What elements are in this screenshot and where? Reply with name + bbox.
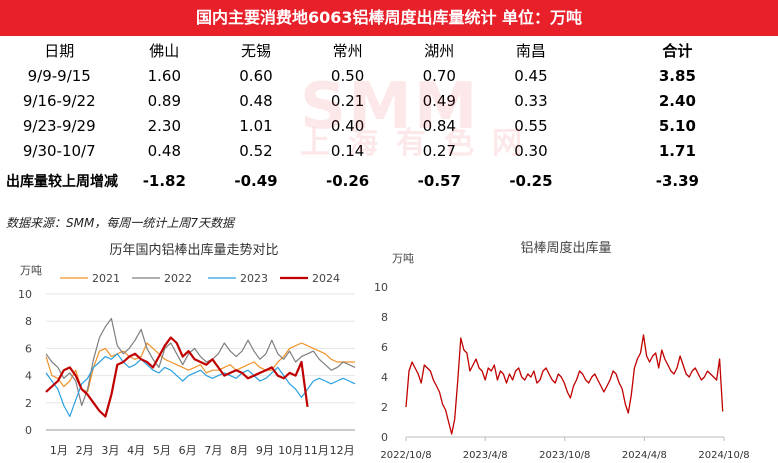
- x-tick-label: 9月: [256, 444, 274, 457]
- y-unit-label: 万吨: [20, 264, 42, 277]
- x-tick-label: 7月: [204, 444, 222, 457]
- y-tick-label: 2: [381, 401, 388, 414]
- y-tick-label: 6: [381, 341, 388, 354]
- header-date: 日期: [44, 41, 75, 60]
- data-source-note: 数据来源：SMM，每周一统计上周7天数据: [6, 216, 234, 230]
- x-tick-label: 3月: [101, 444, 119, 457]
- cell-value: 0.33: [514, 91, 548, 110]
- legend-label-2022: 2022: [164, 272, 192, 285]
- header-wuxi: 无锡: [240, 41, 271, 60]
- cell-value: 0.60: [239, 66, 273, 85]
- table-row: 9/16-9/22 0.89 0.48 0.21 0.49 0.33 2.40: [0, 88, 778, 113]
- x-tick-label: 2023/10/8: [539, 450, 590, 461]
- y-tick-label: 8: [381, 311, 388, 324]
- table-title-banner: 国内主要消费地6063铝棒周度出库量统计 单位：万吨: [0, 0, 778, 36]
- cell-value: 0.45: [514, 66, 548, 85]
- cell-value: 0.21: [330, 91, 365, 110]
- x-tick-label: 8月: [230, 444, 248, 457]
- x-tick-label: 10月: [278, 444, 303, 457]
- table-diff-row: 出库量较上周增减 -1.82 -0.49 -0.26 -0.57 -0.25 -…: [0, 163, 778, 199]
- chart-title: 铝棒周度出库量: [520, 240, 611, 256]
- diff-label: 出库量较上周增减: [6, 174, 118, 190]
- series-line-2021: [45, 342, 355, 393]
- diff-value: -1.82: [142, 172, 186, 190]
- header-nanchang: 南昌: [515, 41, 546, 60]
- cell-total: 5.10: [658, 116, 696, 135]
- cell-total: 1.71: [658, 141, 696, 160]
- cell-date: 9/16-9/22: [22, 91, 96, 110]
- y-tick-label: 8: [25, 315, 32, 328]
- cell-value: 0.52: [239, 141, 273, 160]
- cell-value: 0.89: [147, 91, 182, 110]
- x-tick-label: 4月: [127, 444, 145, 457]
- legend-label-2024: 2024: [312, 272, 340, 285]
- x-tick-label: 1月: [50, 444, 68, 457]
- y-tick-label: 4: [381, 371, 388, 384]
- cell-value: 0.70: [422, 66, 456, 85]
- series-line-2024: [45, 336, 309, 418]
- series-line-2023: [45, 353, 356, 417]
- cell-value: 1.01: [239, 116, 273, 135]
- diff-total: -3.39: [655, 172, 699, 190]
- y-tick-label: 4: [25, 370, 32, 383]
- diff-value: -0.26: [326, 172, 370, 190]
- y-tick-label: 6: [25, 342, 32, 355]
- outbound-table: 日期 佛山 无锡 常州 湖州 南昌 合计 9/9-9/15 1.60 0.60 …: [0, 37, 778, 199]
- cell-value: 2.30: [147, 116, 182, 135]
- y-tick-label: 10: [18, 288, 32, 301]
- cell-value: 0.49: [422, 91, 456, 110]
- table-header-row: 日期 佛山 无锡 常州 湖州 南昌 合计: [0, 37, 778, 63]
- y-tick-label: 2: [25, 397, 32, 410]
- y-tick-label: 10: [374, 281, 388, 294]
- header-huzhou: 湖州: [424, 41, 455, 60]
- table-row: 9/23-9/29 2.30 1.01 0.40 0.84 0.55 5.10: [0, 113, 778, 138]
- cell-value: 0.30: [514, 141, 548, 160]
- x-tick-label: 2023/4/8: [463, 450, 508, 461]
- cell-value: 0.40: [330, 116, 365, 135]
- cell-value: 0.14: [330, 141, 365, 160]
- cell-date: 9/9-9/15: [27, 66, 91, 85]
- x-tick-label: 2月: [76, 444, 94, 457]
- x-tick-label: 2022/10/8: [380, 450, 431, 461]
- cell-value: 1.60: [147, 66, 182, 85]
- legend-label-2021: 2021: [92, 272, 120, 285]
- cell-date: 9/30-10/7: [22, 141, 96, 160]
- x-tick-label: 2024/10/8: [698, 450, 749, 461]
- cell-date: 9/23-9/29: [22, 116, 96, 135]
- header-total: 合计: [662, 41, 693, 60]
- diff-value: -0.49: [234, 172, 278, 190]
- cell-total: 2.40: [658, 91, 696, 110]
- cell-total: 3.85: [658, 66, 696, 85]
- cell-value: 0.84: [422, 116, 456, 135]
- cell-value: 0.55: [514, 116, 548, 135]
- x-tick-label: 2024/4/8: [622, 450, 667, 461]
- x-tick-label: 5月: [153, 444, 171, 457]
- y-tick-label: 0: [381, 431, 388, 444]
- series-line-weekly: [405, 334, 724, 435]
- table-row: 9/30-10/7 0.48 0.52 0.14 0.27 0.30 1.71: [0, 138, 778, 163]
- cell-value: 0.48: [147, 141, 182, 160]
- chart-title: 历年国内铝棒出库量走势对比: [109, 242, 278, 258]
- header-foshan: 佛山: [149, 41, 180, 60]
- diff-value: -0.57: [417, 172, 461, 190]
- x-tick-label: 6月: [179, 444, 197, 457]
- x-tick-label: 12月: [330, 444, 355, 457]
- cell-value: 0.27: [422, 141, 456, 160]
- x-tick-label: 11月: [304, 444, 329, 457]
- y-unit-label: 万吨: [392, 252, 414, 265]
- table-row: 9/9-9/15 1.60 0.60 0.50 0.70 0.45 3.85: [0, 63, 778, 88]
- y-tick-label: 0: [25, 424, 32, 437]
- diff-value: -0.25: [509, 172, 553, 190]
- header-changzhou: 常州: [332, 41, 363, 60]
- series-line-2022: [45, 317, 356, 407]
- cell-value: 0.48: [239, 91, 273, 110]
- cell-value: 0.50: [330, 66, 365, 85]
- legend-label-2023: 2023: [240, 272, 268, 285]
